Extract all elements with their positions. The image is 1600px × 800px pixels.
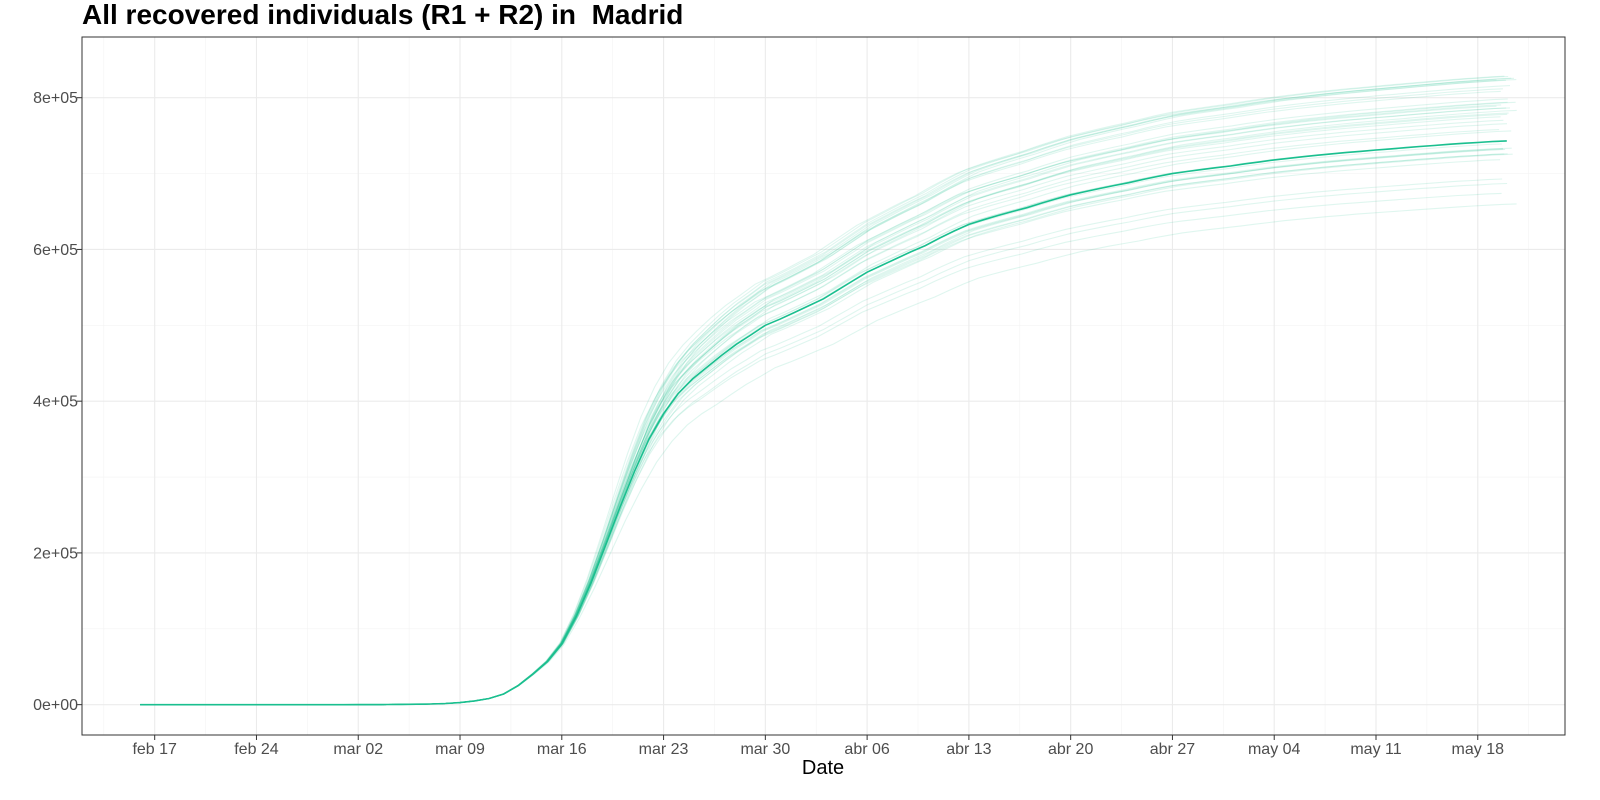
x-axis-title: Date: [802, 757, 844, 779]
main-lines: [140, 140, 1507, 706]
x-tick-label: feb 24: [234, 741, 279, 758]
x-tick-label: mar 09: [435, 741, 485, 758]
x-tick-label: abr 20: [1048, 741, 1093, 758]
x-tick-label: may 11: [1350, 741, 1401, 758]
x-tick-label: mar 16: [537, 741, 587, 758]
x-tick-label: mar 30: [740, 741, 790, 758]
x-tick-label: abr 13: [946, 741, 991, 758]
x-axis: feb 17 feb 24 mar 02 mar 09 mar 16 mar 23 mar …: [132, 735, 1504, 758]
y-tick-label: 0e+00: [33, 697, 78, 714]
x-tick-label: may 18: [1452, 741, 1505, 758]
grid-minor: [82, 37, 1565, 735]
x-tick-label: may 04: [1248, 741, 1301, 758]
y-axis: 0e+00 2e+05 4e+05 6e+05 8e+05: [33, 90, 82, 714]
x-tick-label: abr 27: [1150, 741, 1195, 758]
plot-panel: [82, 37, 1565, 735]
y-tick-label: 2e+05: [33, 545, 78, 562]
x-tick-label: mar 23: [639, 741, 689, 758]
x-tick-label: abr 06: [844, 741, 889, 758]
chart-title: All recovered individuals (R1 + R2) in M…: [82, 0, 684, 30]
y-tick-label: 6e+05: [33, 242, 78, 259]
median-line: [140, 140, 1507, 706]
y-tick-label: 4e+05: [33, 394, 78, 411]
panel-border: [81, 36, 1566, 736]
y-tick-label: 8e+05: [33, 90, 78, 107]
grid-major: [82, 37, 1565, 735]
x-tick-label: feb 17: [132, 741, 177, 758]
x-tick-label: mar 02: [333, 741, 383, 758]
